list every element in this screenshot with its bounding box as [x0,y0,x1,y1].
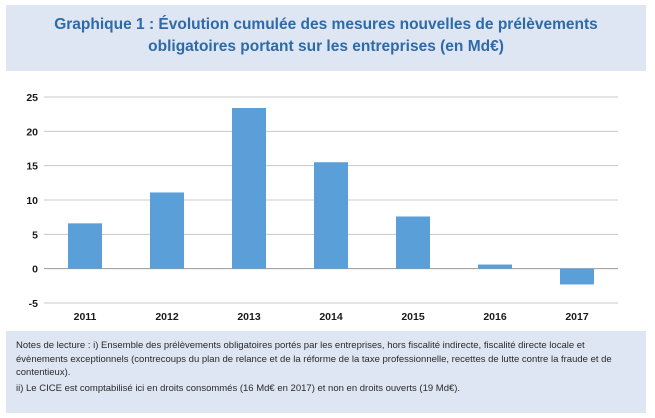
y-tick-label: 10 [26,195,38,207]
bar-2013 [232,107,266,269]
chart-header: Graphique 1 : Évolution cumulée des mesu… [6,5,646,71]
bar-2017 [560,268,594,285]
x-tick-label-2014: 2014 [319,311,343,323]
chart-title-line-1: Graphique 1 : Évolution cumulée des mesu… [54,16,598,33]
x-tick-label-2017: 2017 [565,311,589,323]
y-tick-label: 0 [32,264,38,276]
y-tick-label: 5 [32,229,38,241]
chart-title: Graphique 1 : Évolution cumulée des mesu… [6,14,646,58]
x-tick-label-2013: 2013 [237,311,261,323]
chart-canvas: -5 0 5 10 15 20 25 2011 2012 2013 2014 2015 2016 2017 [26,92,618,323]
bar-chart: -5 0 5 10 15 20 25 2011 2012 2013 2014 2015 2016 2017 [6,78,646,330]
bar-2016 [478,264,512,269]
note-1: Notes de lecture : i) Ensemble des prélè… [16,340,612,378]
y-tick-label: 25 [26,92,38,104]
bar-2012 [150,192,184,269]
x-tick-label-2015: 2015 [401,311,425,323]
chart-title-line-2: obligatoires portant sur les entreprises… [148,38,504,55]
y-tick-label: 15 [26,161,38,173]
bars [68,107,594,285]
x-tick-label-2012: 2012 [155,311,179,323]
bar-2011 [68,223,102,269]
bar-2014 [314,162,348,269]
x-tick-label-2016: 2016 [483,311,507,323]
reading-notes: Notes de lecture : i) Ensemble des prélè… [6,331,646,413]
x-tick-label-2011: 2011 [74,311,97,323]
note-2: ii) Le CICE est comptabilisé ici en droi… [16,382,461,394]
y-tick-label: -5 [29,298,38,310]
bar-2015 [396,216,430,269]
y-tick-label: 20 [26,126,38,138]
axis: -5 0 5 10 15 20 25 2011 2012 2013 2014 2015 2016 2017 [26,92,589,323]
